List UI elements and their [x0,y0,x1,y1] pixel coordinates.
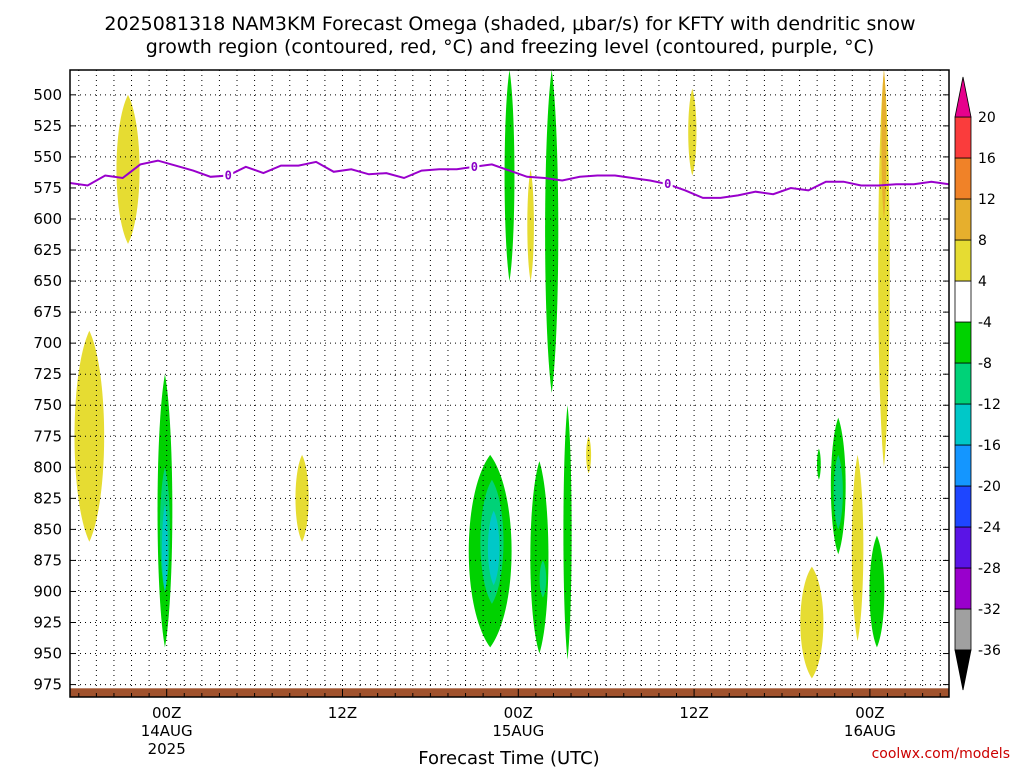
freezing-level-label-1: 0 [471,160,478,174]
colorbar-swatch-9 [954,239,972,282]
y-tick-label-775: 775 [33,427,62,445]
y-tick-label-750: 750 [33,396,62,414]
freezing-level-line [70,159,949,199]
omega-region-0 [116,94,140,244]
omega-region-18 [563,405,572,660]
colorbar: -36 -32 -28 -24 -20 -16 -12 -8 -4 4 8 12 16 20 [954,76,1001,691]
credit-text: coolwx.com/models [872,746,1010,762]
y-tick-label-875: 875 [33,551,62,569]
colorbar-label-7: -8 [978,356,992,372]
colorbar-label-13: 20 [978,110,996,126]
y-tick-label-850: 850 [33,520,62,538]
colorbar-swatch-1 [954,567,972,610]
colorbar-label-0: -36 [978,643,1001,659]
y-tick-label-600: 600 [33,210,62,228]
colorbar-bottom-arrow [954,649,972,691]
colorbar-label-1: -32 [978,602,1001,618]
freezing-label-bg-0 [223,168,234,182]
colorbar-swatch-10 [954,198,972,241]
omega-region-12 [161,504,168,592]
freezing-label-bg-1 [469,159,480,173]
y-tick-label-650: 650 [33,272,62,290]
title-line-2: growth region (contoured, red, °C) and f… [146,36,875,58]
x-tick-date-0: 14AUG [141,722,193,740]
omega-shading [74,70,890,679]
omega-region-23 [869,535,885,648]
colorbar-swatch-2 [954,526,972,569]
colorbar-label-8: -4 [978,315,992,331]
colorbar-label-11: 12 [978,192,996,208]
colorbar-label-4: -20 [978,479,1001,495]
colorbar-swatch-3 [954,485,972,528]
y-tick-label-625: 625 [33,241,62,259]
y-tick-label-500: 500 [33,86,62,104]
surface-terrain [70,688,949,697]
y-tick-label-825: 825 [33,489,62,507]
colorbar-top-arrow [954,76,972,118]
colorbar-label-6: -12 [978,397,1001,413]
freezing-level-label-0: 0 [225,169,232,183]
omega-region-5 [586,436,592,474]
y-tick-label-575: 575 [33,179,62,197]
colorbar-swatch-5 [954,403,972,446]
plot-area: 0 0 0 [69,69,950,698]
omega-region-19 [530,461,549,654]
omega-region-20 [539,560,547,598]
y-tick-label-925: 925 [33,614,62,632]
colorbar-swatch-8 [954,280,972,323]
colorbar-label-3: -24 [978,520,1001,536]
omega-region-13 [504,70,515,282]
omega-region-24 [817,448,821,480]
x-tick-label-4: 00Z [855,704,884,722]
omega-region-8 [878,70,890,468]
freezing-level-label-2: 0 [664,177,671,191]
y-tick-label-525: 525 [33,117,62,135]
colorbar-swatch-6 [954,362,972,405]
y-tick-label-725: 725 [33,365,62,383]
colorbar-swatch-11 [954,157,972,200]
omega-region-22 [833,454,843,530]
omega-region-9 [881,70,887,219]
y-tick-label-700: 700 [33,334,62,352]
x-tick-label-1: 12Z [328,704,357,722]
x-axis-label: Forecast Time (UTC) [418,748,599,768]
plot-frame [69,69,950,698]
colorbar-swatch-12 [954,116,972,159]
y-axis: 500 525 550 575 600 625 650 675 700 725 750 775 800 8… [33,86,949,694]
colorbar-swatch-7 [954,321,972,364]
x-tick-year-0: 2025 [148,740,186,758]
colorbar-label-2: -28 [978,561,1001,577]
surface-layer [70,688,949,697]
freezing-label-bg-2 [662,177,673,191]
omega-region-3 [527,169,534,282]
colorbar-swatch-4 [954,444,972,487]
colorbar-swatch-0 [954,608,972,651]
y-tick-label-800: 800 [33,458,62,476]
omega-region-17 [545,70,559,393]
y-tick-label-550: 550 [33,148,62,166]
colorbar-label-9: 4 [978,274,987,290]
title-line-1: 2025081318 NAM3KM Forecast Omega (shaded… [104,13,915,35]
x-tick-date-2: 15AUG [492,722,544,740]
colorbar-label-12: 16 [978,151,996,167]
x-tick-date-4: 16AUG [844,722,896,740]
x-tick-label-3: 12Z [679,704,708,722]
y-tick-label-950: 950 [33,645,62,663]
y-tick-label-900: 900 [33,582,62,600]
chart-title: 2025081318 NAM3KM Forecast Omega (shaded… [104,13,915,58]
colorbar-label-10: 8 [978,233,987,249]
omega-region-7 [851,454,864,642]
omega-region-1 [74,330,105,542]
y-tick-label-975: 975 [33,676,62,694]
omega-region-2 [295,454,309,542]
freezing-level-contour: 0 0 0 [70,159,949,199]
colorbar-label-5: -16 [978,438,1001,454]
y-tick-label-675: 675 [33,303,62,321]
x-tick-label-0: 00Z [152,704,181,722]
x-tick-label-2: 00Z [504,704,533,722]
